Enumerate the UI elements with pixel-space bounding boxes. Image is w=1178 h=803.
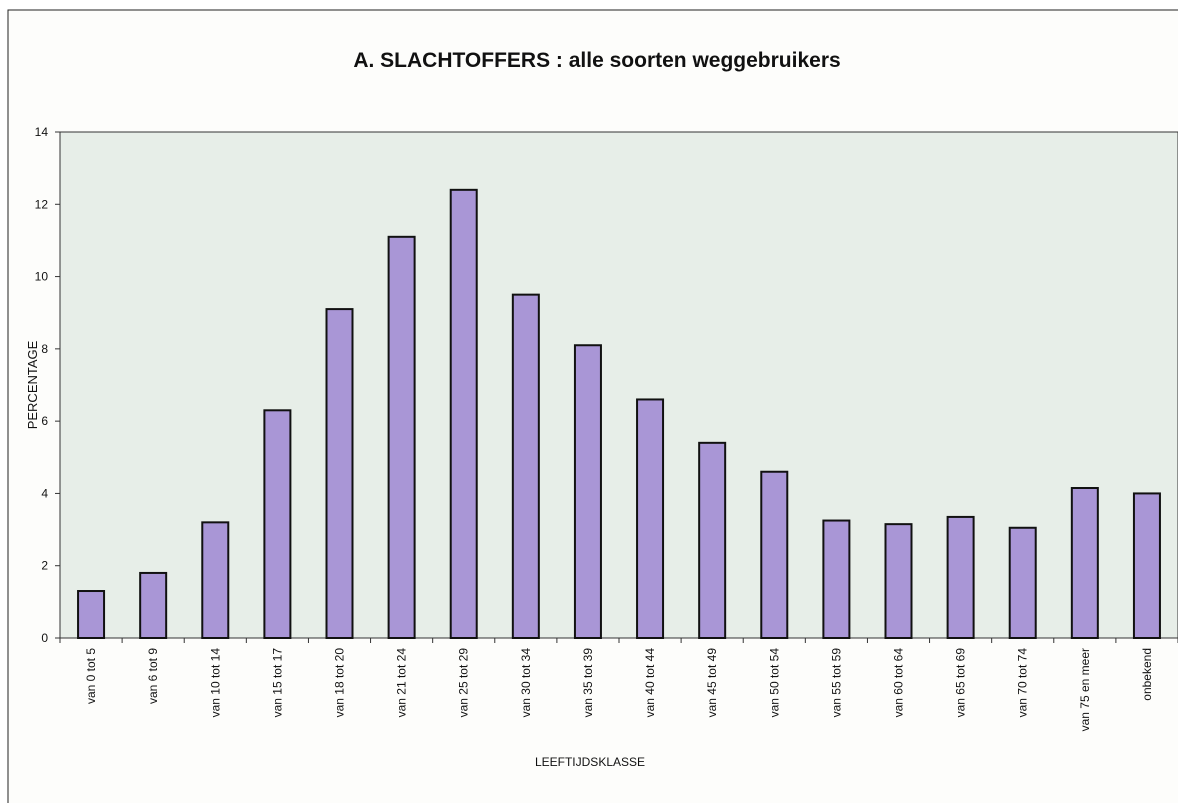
bar <box>884 523 913 640</box>
x-tick-label: van 21 tot 24 <box>395 648 409 718</box>
bar <box>387 235 416 639</box>
x-tick-label: van 50 tot 54 <box>767 648 781 718</box>
bar <box>511 293 540 639</box>
bar <box>760 470 789 639</box>
plot-area <box>59 131 1178 639</box>
bar <box>1070 487 1099 639</box>
x-tick-label: van 30 tot 34 <box>519 648 533 718</box>
bar <box>573 344 602 639</box>
bar <box>263 409 292 639</box>
y-tick-label: 8 <box>41 342 48 356</box>
x-tick-label: van 60 tot 64 <box>892 648 906 718</box>
x-tick-label: onbekend <box>1140 648 1154 701</box>
bar <box>325 308 354 639</box>
chart-title: A. SLACHTOFFERS : alle soorten weggebrui… <box>353 49 840 72</box>
x-tick-label: van 0 tot 5 <box>84 648 98 704</box>
y-tick-label: 6 <box>41 414 48 428</box>
bar <box>636 398 665 640</box>
y-tick-label: 0 <box>41 631 48 645</box>
x-tick-label: van 25 tot 29 <box>457 648 471 718</box>
x-tick-label: van 40 tot 44 <box>643 648 657 718</box>
x-tick-label: van 15 tot 17 <box>270 648 284 718</box>
bar <box>698 441 727 640</box>
y-tick-label: 2 <box>41 559 48 573</box>
y-tick-label: 10 <box>35 270 49 284</box>
x-tick-label: van 70 tot 74 <box>1016 648 1030 718</box>
x-tick-label: van 6 tot 9 <box>146 648 160 704</box>
x-tick-label: van 10 tot 14 <box>208 648 222 718</box>
bar <box>822 519 851 639</box>
x-tick-label: van 45 tot 49 <box>705 648 719 718</box>
y-tick-label: 14 <box>35 125 49 139</box>
bar <box>139 571 168 640</box>
y-tick-label: 4 <box>41 486 48 500</box>
y-tick-label: 12 <box>35 197 49 211</box>
x-tick-label: van 18 tot 20 <box>333 648 347 718</box>
x-tick-label: van 35 tot 39 <box>581 648 595 718</box>
bar <box>1132 492 1161 639</box>
bar <box>1008 526 1037 639</box>
bar <box>946 515 975 640</box>
x-axis-label: LEEFTIJDSKLASSE <box>535 755 645 769</box>
bar <box>449 188 478 639</box>
x-tick-label: van 65 tot 69 <box>954 648 968 718</box>
x-tick-label: van 75 en meer <box>1078 648 1092 731</box>
bar <box>77 590 106 639</box>
x-tick-label: van 55 tot 59 <box>829 648 843 718</box>
y-axis-label: PERCENTAGE <box>25 340 40 429</box>
bar <box>201 521 230 639</box>
